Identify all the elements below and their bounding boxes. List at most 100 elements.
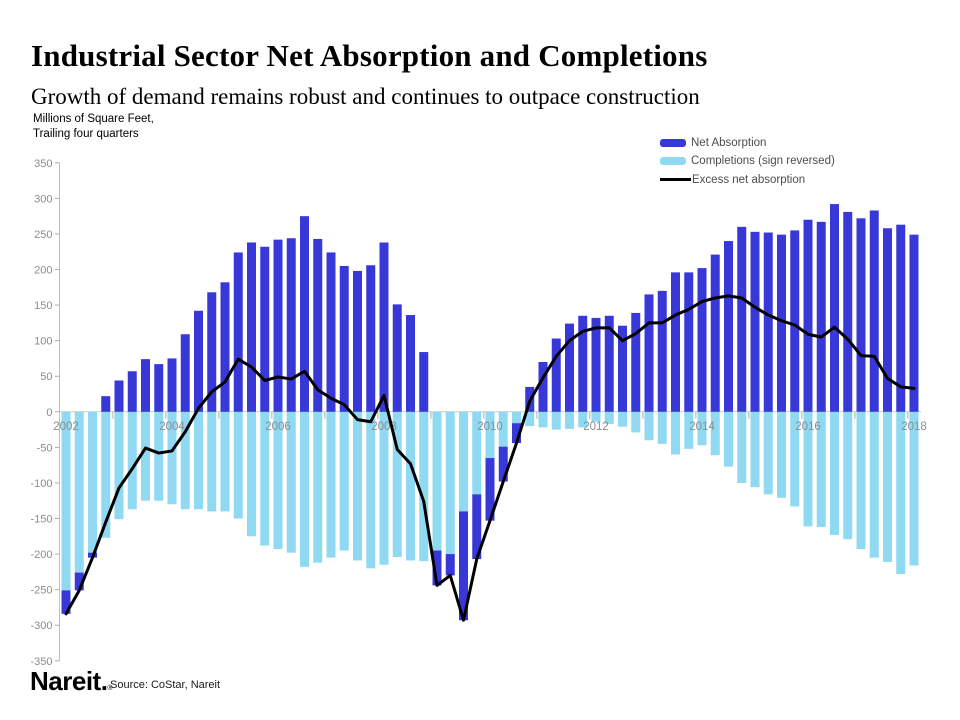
completions-bar xyxy=(353,411,362,561)
x-tick-labels: 2002 2004 2006 2008 2010 2012 2014 2016 2018 xyxy=(53,421,927,433)
completions-bar xyxy=(220,411,230,512)
legend-item-excess: Excess net absorption xyxy=(660,173,835,186)
net-absorption-bar xyxy=(207,292,217,412)
net-absorption-bar xyxy=(565,323,574,412)
completions-bar xyxy=(737,411,747,483)
net-absorption-bar xyxy=(445,554,455,576)
net-absorption-bar xyxy=(154,364,164,412)
completions-bar xyxy=(459,411,468,512)
net-absorption-bar xyxy=(498,446,508,482)
completions-bar xyxy=(127,411,137,510)
completions-bar xyxy=(671,411,680,455)
net-absorption-bar xyxy=(618,325,627,412)
net-absorption-bar xyxy=(631,312,641,412)
completions-bar xyxy=(631,411,641,433)
y-axis-note-line2: Trailing four quarters xyxy=(33,127,139,140)
net-absorption-bar xyxy=(816,221,826,412)
net-absorption-bar xyxy=(114,380,124,412)
net-absorption-bar xyxy=(724,241,733,412)
completions-bar xyxy=(618,411,627,427)
completions-bar xyxy=(591,411,601,422)
y-axis-note: Millions of Square Feet, Trailing four q… xyxy=(33,112,154,141)
completions-bar xyxy=(286,411,296,553)
net-absorption-bar xyxy=(763,232,773,412)
net-absorption-bar xyxy=(472,494,482,560)
completions-bar xyxy=(697,411,707,446)
net-absorption-bar xyxy=(856,218,866,412)
page-subtitle: Growth of demand remains robust and cont… xyxy=(31,84,700,109)
completions-bar xyxy=(180,411,190,510)
svg-text:-350: -350 xyxy=(30,656,52,668)
svg-text:2014: 2014 xyxy=(689,421,715,433)
completions-bar xyxy=(326,411,336,558)
completions-bar xyxy=(445,411,455,555)
completions-swatch-icon xyxy=(660,157,686,165)
completions-bar xyxy=(339,411,349,551)
completions-bar xyxy=(233,411,243,519)
completions-bar xyxy=(273,411,283,550)
net-absorption-bar xyxy=(127,371,137,412)
completions-bar xyxy=(777,411,786,498)
net-absorption-bar xyxy=(233,252,243,412)
net-absorption-bar xyxy=(604,315,614,412)
svg-text:150: 150 xyxy=(34,300,52,312)
y-axis-ticks xyxy=(55,162,60,662)
net-absorption-bar xyxy=(710,254,720,412)
completions-bar xyxy=(114,411,124,520)
net-absorption-bar xyxy=(286,238,296,412)
completions-bar xyxy=(565,411,574,429)
completions-bar xyxy=(578,411,588,428)
completions-bar xyxy=(61,411,71,591)
svg-text:-100: -100 xyxy=(30,478,52,490)
svg-text:300: 300 xyxy=(34,193,52,205)
completions-bar xyxy=(406,411,415,561)
nareit-logo-text: Nareit. xyxy=(30,666,108,696)
net-absorption-bar xyxy=(790,230,800,412)
completions-bar xyxy=(101,411,111,538)
completions-bar xyxy=(657,411,667,444)
excess-line-swatch-icon xyxy=(660,178,691,181)
chart-legend: Net Absorption Completions (sign reverse… xyxy=(660,136,835,186)
net-absorption-bar xyxy=(167,358,177,412)
registered-mark-icon: ® xyxy=(107,685,113,692)
svg-text:250: 250 xyxy=(34,229,52,241)
net-absorption-bar xyxy=(684,272,694,412)
completions-bar xyxy=(379,411,389,565)
net-absorption-bar xyxy=(485,458,495,521)
net-absorption-bar xyxy=(697,268,707,412)
completions-bar xyxy=(856,411,866,550)
net-absorption-bar xyxy=(379,242,389,412)
svg-text:-300: -300 xyxy=(30,620,52,632)
net-absorption-bar xyxy=(406,315,415,412)
net-absorption-bar xyxy=(869,210,879,412)
completions-bar xyxy=(512,411,521,424)
completions-bar xyxy=(869,411,879,558)
completions-bar xyxy=(644,411,654,441)
completions-bar xyxy=(74,411,84,573)
completions-bar xyxy=(154,411,164,501)
completions-bar xyxy=(684,411,694,449)
net-absorption-bar xyxy=(644,294,654,412)
completions-bar xyxy=(803,411,813,527)
completions-bar xyxy=(167,411,177,505)
net-absorption-bar xyxy=(194,310,203,412)
y-tick-labels: -350 -300 -250 -200 -150 -100 -50 0 50 100 150 200 2… xyxy=(30,158,52,668)
legend-item-net-absorption: Net Absorption xyxy=(660,136,835,149)
completions-bar xyxy=(419,411,429,562)
completions-bar xyxy=(392,411,402,557)
net-absorption-bar xyxy=(591,317,601,412)
svg-text:-200: -200 xyxy=(30,549,52,561)
completions-bar xyxy=(260,411,270,546)
net-absorption-bar xyxy=(459,511,468,621)
net-absorption-bar xyxy=(180,334,190,412)
completions-bar xyxy=(909,411,919,566)
net-absorption-bar xyxy=(273,239,283,412)
completions-bar xyxy=(816,411,826,528)
completions-bar xyxy=(194,411,203,510)
svg-text:350: 350 xyxy=(34,158,52,170)
completions-bar xyxy=(724,411,733,467)
net-absorption-bar xyxy=(141,359,150,412)
completions-bar xyxy=(790,411,800,507)
